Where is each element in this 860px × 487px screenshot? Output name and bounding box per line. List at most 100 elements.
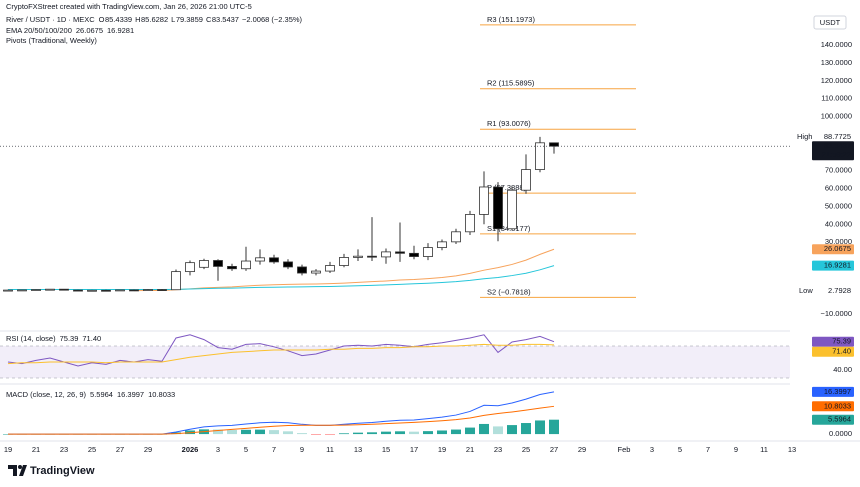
candle-body	[465, 214, 475, 233]
y-tick-label: 30.0000	[825, 237, 852, 246]
x-tick-label: 7	[706, 445, 710, 454]
symbol: River / USDT · 1D · MEXC	[6, 15, 95, 24]
candle-body	[87, 289, 97, 292]
ema-value-box	[812, 260, 854, 271]
high-label: High	[797, 132, 812, 141]
candle-body	[241, 260, 251, 270]
y-tick-label: 50.0000	[825, 201, 852, 210]
rsi-title: RSI (14, close)	[6, 334, 56, 343]
macd-histogram-bar	[269, 430, 279, 435]
candle-body	[31, 289, 41, 291]
candle-body	[227, 266, 237, 270]
currency: USDT	[820, 18, 841, 27]
x-tick-label: 11	[760, 445, 768, 454]
x-tick-label: 25	[522, 445, 530, 454]
candle-body	[423, 247, 433, 257]
macd-legend-value: 10.8033	[148, 390, 175, 399]
x-tick-label: 11	[326, 445, 334, 454]
candle-body	[269, 257, 279, 263]
ema-value: 26.0675	[824, 244, 851, 253]
macd-histogram-bar	[479, 423, 489, 435]
low-label: Low	[799, 286, 813, 295]
macd-histogram-bar	[325, 434, 335, 435]
y-tick-label: 0.0000	[829, 429, 852, 438]
candle-body	[185, 262, 195, 273]
candle-body	[255, 257, 265, 262]
x-tick-label: 23	[60, 445, 68, 454]
candle-body	[381, 251, 391, 258]
macd-histogram-bar	[297, 433, 307, 435]
x-tick-label: 2026	[182, 445, 199, 454]
macd-histogram-bar	[241, 429, 251, 435]
ohlc-value: 83.5437	[212, 15, 239, 24]
high-value-box	[812, 131, 854, 142]
pivot-label: R3 (151.1973)	[487, 15, 535, 24]
candle-body	[101, 289, 111, 292]
x-tick-label: 9	[300, 445, 304, 454]
candle-body	[325, 265, 335, 272]
x-tick-label: 7	[272, 445, 276, 454]
rsi-line	[7, 343, 555, 365]
ohlc-key: L	[171, 15, 175, 24]
candle-body	[171, 271, 181, 291]
macd-histogram-bar	[409, 431, 419, 435]
logo-text: TradingView	[30, 465, 95, 477]
x-tick-label: 3	[650, 445, 654, 454]
macd-value-box	[812, 414, 854, 425]
macd-histogram-bar	[213, 429, 223, 435]
x-tick-label: 9	[734, 445, 738, 454]
candle-body	[339, 257, 349, 266]
macd-histogram-bar	[451, 429, 461, 435]
macd-histogram-bar	[535, 420, 545, 435]
y-tick-label: 110.0000	[821, 94, 852, 103]
macd-histogram-bar	[185, 430, 195, 435]
ema-value: 16.9281	[107, 26, 134, 35]
x-tick-label: 19	[4, 445, 12, 454]
macd-histogram-bar	[437, 430, 447, 435]
macd-histogram-bar	[521, 423, 531, 435]
x-tick-label: 21	[32, 445, 40, 454]
ema-value: 16.9281	[824, 261, 851, 270]
x-tick-label: 21	[466, 445, 474, 454]
candle-body	[437, 241, 447, 248]
last-price-box	[812, 141, 854, 161]
y-tick-label: 120.0000	[821, 76, 852, 85]
candle-body	[115, 289, 125, 292]
candle-body	[129, 289, 139, 292]
pivots-title: Pivots (Traditional, Weekly)	[6, 36, 97, 45]
y-tick-label: 130.0000	[821, 58, 852, 67]
macd-histogram-bar	[339, 433, 349, 435]
y-tick-label: 40.00	[833, 365, 852, 374]
ema-title: EMA 20/50/100/200	[6, 26, 72, 35]
candle-body	[17, 289, 27, 292]
candle-body	[45, 288, 55, 291]
candle-body	[213, 260, 223, 267]
ema-line	[8, 265, 555, 291]
candle-body	[3, 289, 13, 292]
macd-histogram-bar	[423, 431, 433, 435]
candle-body	[521, 169, 531, 191]
x-tick-label: 13	[354, 445, 362, 454]
candle-body	[549, 142, 559, 147]
y-tick-label: −10.0000	[821, 309, 853, 318]
candle-body	[73, 289, 83, 292]
x-tick-label: Feb	[618, 445, 631, 454]
y-tick-label: 140.0000	[821, 40, 852, 49]
macd-histogram-bar	[395, 431, 405, 435]
candle-body	[493, 186, 503, 230]
logo-dot	[18, 465, 22, 469]
x-tick-label: 19	[438, 445, 446, 454]
logo-mark	[8, 465, 27, 476]
x-tick-label: 17	[410, 445, 418, 454]
macd-value: 10.8033	[824, 401, 851, 410]
rsi-value: 71.40	[832, 347, 851, 356]
x-tick-label: 3	[216, 445, 220, 454]
ema-value: 26.0675	[76, 26, 103, 35]
ohlc-key: H	[135, 15, 140, 24]
ema-value-box	[812, 244, 854, 255]
candle-body	[157, 289, 167, 291]
rsi-value: 75.39	[832, 337, 851, 346]
macd-histogram-bar	[255, 429, 265, 435]
